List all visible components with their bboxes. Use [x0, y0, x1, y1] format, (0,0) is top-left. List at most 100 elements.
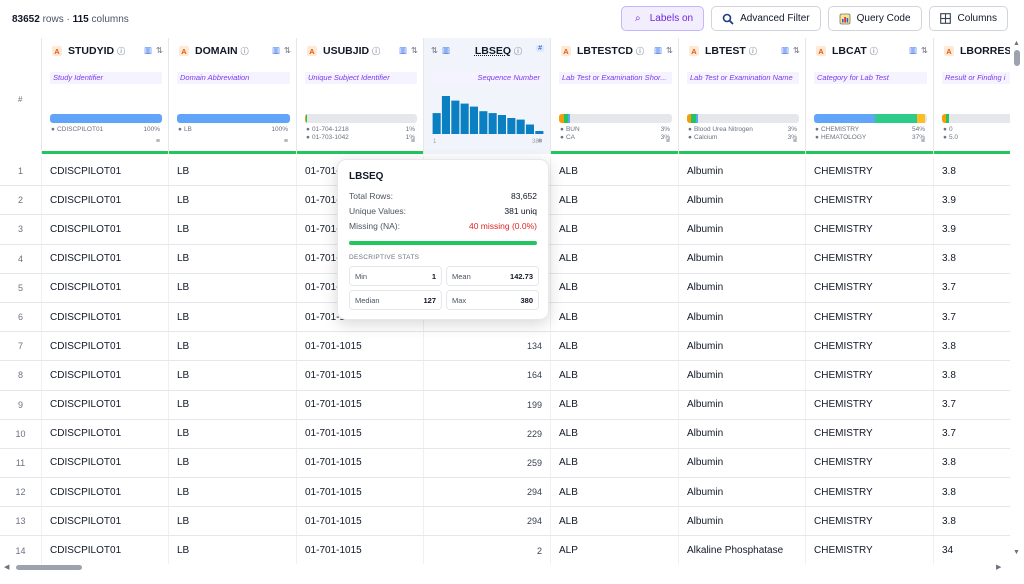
table-cell[interactable]: CDISCPILOT01: [42, 244, 169, 273]
table-cell[interactable]: Albumin: [679, 244, 806, 273]
table-cell[interactable]: 3.8: [934, 478, 1010, 506]
table-cell[interactable]: LB: [169, 361, 297, 390]
info-icon[interactable]: ⓘ: [372, 46, 381, 56]
table-cell[interactable]: Albumin: [679, 273, 806, 302]
table-cell[interactable]: ALB: [551, 390, 679, 419]
table-cell[interactable]: ALB: [551, 478, 679, 507]
table-cell[interactable]: 3.7: [934, 274, 1010, 302]
table-cell[interactable]: ALB: [551, 507, 679, 536]
table-cell[interactable]: 34: [934, 536, 1010, 564]
table-cell[interactable]: 01-701-1015: [297, 507, 424, 536]
table-cell[interactable]: 01-701-1015: [297, 390, 424, 419]
chart-icon[interactable]: ▥: [398, 45, 407, 55]
info-icon[interactable]: ⓘ: [636, 46, 644, 56]
table-cell[interactable]: 01-701-1015: [297, 448, 424, 478]
table-cell[interactable]: LB: [169, 507, 297, 536]
scroll-right-arrow-icon[interactable]: ▶: [996, 564, 1002, 571]
table-cell[interactable]: Albumin: [679, 302, 806, 332]
table-cell[interactable]: ALB: [551, 332, 679, 361]
table-cell[interactable]: Albumin: [679, 215, 806, 244]
table-cell[interactable]: LB: [169, 244, 297, 273]
table-cell[interactable]: ALB: [551, 419, 679, 448]
table-cell[interactable]: [424, 215, 551, 244]
table-cell[interactable]: 3.7: [934, 391, 1010, 419]
table-cell[interactable]: Albumin: [679, 448, 806, 478]
table-row[interactable]: 12 CDISCPILOT01 LB 01-701-1015 294 ALB Albumin…: [0, 478, 1010, 508]
table-cell[interactable]: CHEMISTRY: [806, 507, 934, 536]
labels-toggle-button[interactable]: ⌕ Labels on: [620, 6, 705, 31]
column-menu-icon[interactable]: ≡: [283, 138, 288, 145]
vertical-scrollbar[interactable]: ▲ ▼: [1010, 38, 1024, 564]
info-icon[interactable]: ⓘ: [514, 46, 522, 56]
info-icon[interactable]: ⓘ: [869, 46, 878, 56]
column-header-lbtestcd[interactable]: A LBTESTCD ⓘ ▥ ⇅ Lab Test or Examination Shor…: [551, 38, 679, 154]
table-cell[interactable]: Albumin: [679, 390, 806, 419]
table-cell[interactable]: 199: [424, 390, 551, 419]
sort-icon[interactable]: ⇅: [155, 45, 163, 55]
table-cell[interactable]: [424, 273, 551, 302]
table-row[interactable]: 8 CDISCPILOT01 LB 01-701-1015 164 ALB Albumin C…: [0, 361, 1010, 391]
advanced-filter-button[interactable]: Advanced Filter: [711, 6, 821, 31]
table-cell[interactable]: LB: [169, 302, 297, 332]
table-cell[interactable]: CDISCPILOT01: [42, 157, 169, 186]
horizontal-scroll-thumb[interactable]: [16, 565, 82, 570]
table-cell[interactable]: CHEMISTRY: [806, 215, 934, 244]
table-cell[interactable]: 3.8: [934, 332, 1010, 360]
columns-button[interactable]: Columns: [928, 6, 1008, 31]
table-cell[interactable]: LB: [169, 332, 297, 361]
table-cell[interactable]: 3.8: [934, 245, 1010, 273]
sort-icon[interactable]: ⇅: [792, 45, 800, 55]
chart-icon[interactable]: ▥: [143, 45, 152, 55]
table-cell[interactable]: Albumin: [679, 507, 806, 536]
table-cell[interactable]: 3.7: [934, 303, 1010, 331]
chart-icon[interactable]: ▥: [908, 45, 917, 55]
table-cell[interactable]: CHEMISTRY: [806, 478, 934, 507]
table-cell[interactable]: CHEMISTRY: [806, 186, 934, 215]
table-cell[interactable]: 164: [424, 361, 551, 390]
table-cell[interactable]: 3.8: [934, 157, 1010, 185]
table-cell[interactable]: 3.9: [934, 186, 1010, 214]
table-cell[interactable]: ALB: [551, 186, 679, 215]
table-cell[interactable]: [424, 186, 551, 215]
table-cell[interactable]: CHEMISTRY: [806, 536, 934, 564]
sort-icon[interactable]: ⇅: [283, 45, 291, 55]
info-icon[interactable]: ⓘ: [117, 46, 126, 56]
scroll-left-arrow-icon[interactable]: ◀: [4, 564, 10, 571]
table-cell[interactable]: 01-701-1015: [297, 536, 424, 564]
table-row[interactable]: 13 CDISCPILOT01 LB 01-701-1015 294 ALB Albumin…: [0, 507, 1010, 537]
chart-icon[interactable]: ▥: [271, 45, 280, 55]
table-cell[interactable]: CHEMISTRY: [806, 244, 934, 273]
table-cell[interactable]: Albumin: [679, 419, 806, 448]
table-cell[interactable]: LB: [169, 536, 297, 564]
scroll-up-arrow-icon[interactable]: ▲: [1013, 40, 1020, 47]
table-cell[interactable]: 134: [424, 332, 551, 361]
table-cell[interactable]: LB: [169, 390, 297, 419]
horizontal-scrollbar[interactable]: ◀ ▶: [0, 563, 1010, 572]
table-cell[interactable]: 229: [424, 419, 551, 448]
table-cell[interactable]: CHEMISTRY: [806, 361, 934, 390]
table-cell[interactable]: CHEMISTRY: [806, 390, 934, 419]
table-cell[interactable]: CDISCPILOT01: [42, 478, 169, 507]
table-cell[interactable]: 2: [424, 536, 551, 564]
table-cell[interactable]: ALB: [551, 273, 679, 302]
table-cell[interactable]: 294: [424, 507, 551, 536]
table-row[interactable]: 6 CDISCPILOT01 LB 01-701-1015 ALB Albumin CHEM…: [0, 302, 1010, 333]
table-cell[interactable]: 01-701-1015: [297, 332, 424, 361]
table-cell[interactable]: ALB: [551, 302, 679, 332]
table-cell[interactable]: CHEMISTRY: [806, 273, 934, 302]
table-cell[interactable]: 3.8: [934, 449, 1010, 477]
query-code-button[interactable]: Query Code: [827, 6, 922, 31]
table-cell[interactable]: CDISCPILOT01: [42, 536, 169, 564]
table-cell[interactable]: 259: [424, 448, 551, 478]
table-cell[interactable]: ALB: [551, 215, 679, 244]
table-cell[interactable]: CHEMISTRY: [806, 157, 934, 186]
table-cell[interactable]: CDISCPILOT01: [42, 390, 169, 419]
sort-icon[interactable]: ⇅: [430, 45, 438, 55]
table-cell[interactable]: ALB: [551, 157, 679, 186]
table-row[interactable]: 9 CDISCPILOT01 LB 01-701-1015 199 ALB Albumin C…: [0, 390, 1010, 420]
table-row[interactable]: 7 CDISCPILOT01 LB 01-701-1015 134 ALB Albumin C…: [0, 332, 1010, 362]
info-icon[interactable]: ⓘ: [748, 46, 757, 56]
